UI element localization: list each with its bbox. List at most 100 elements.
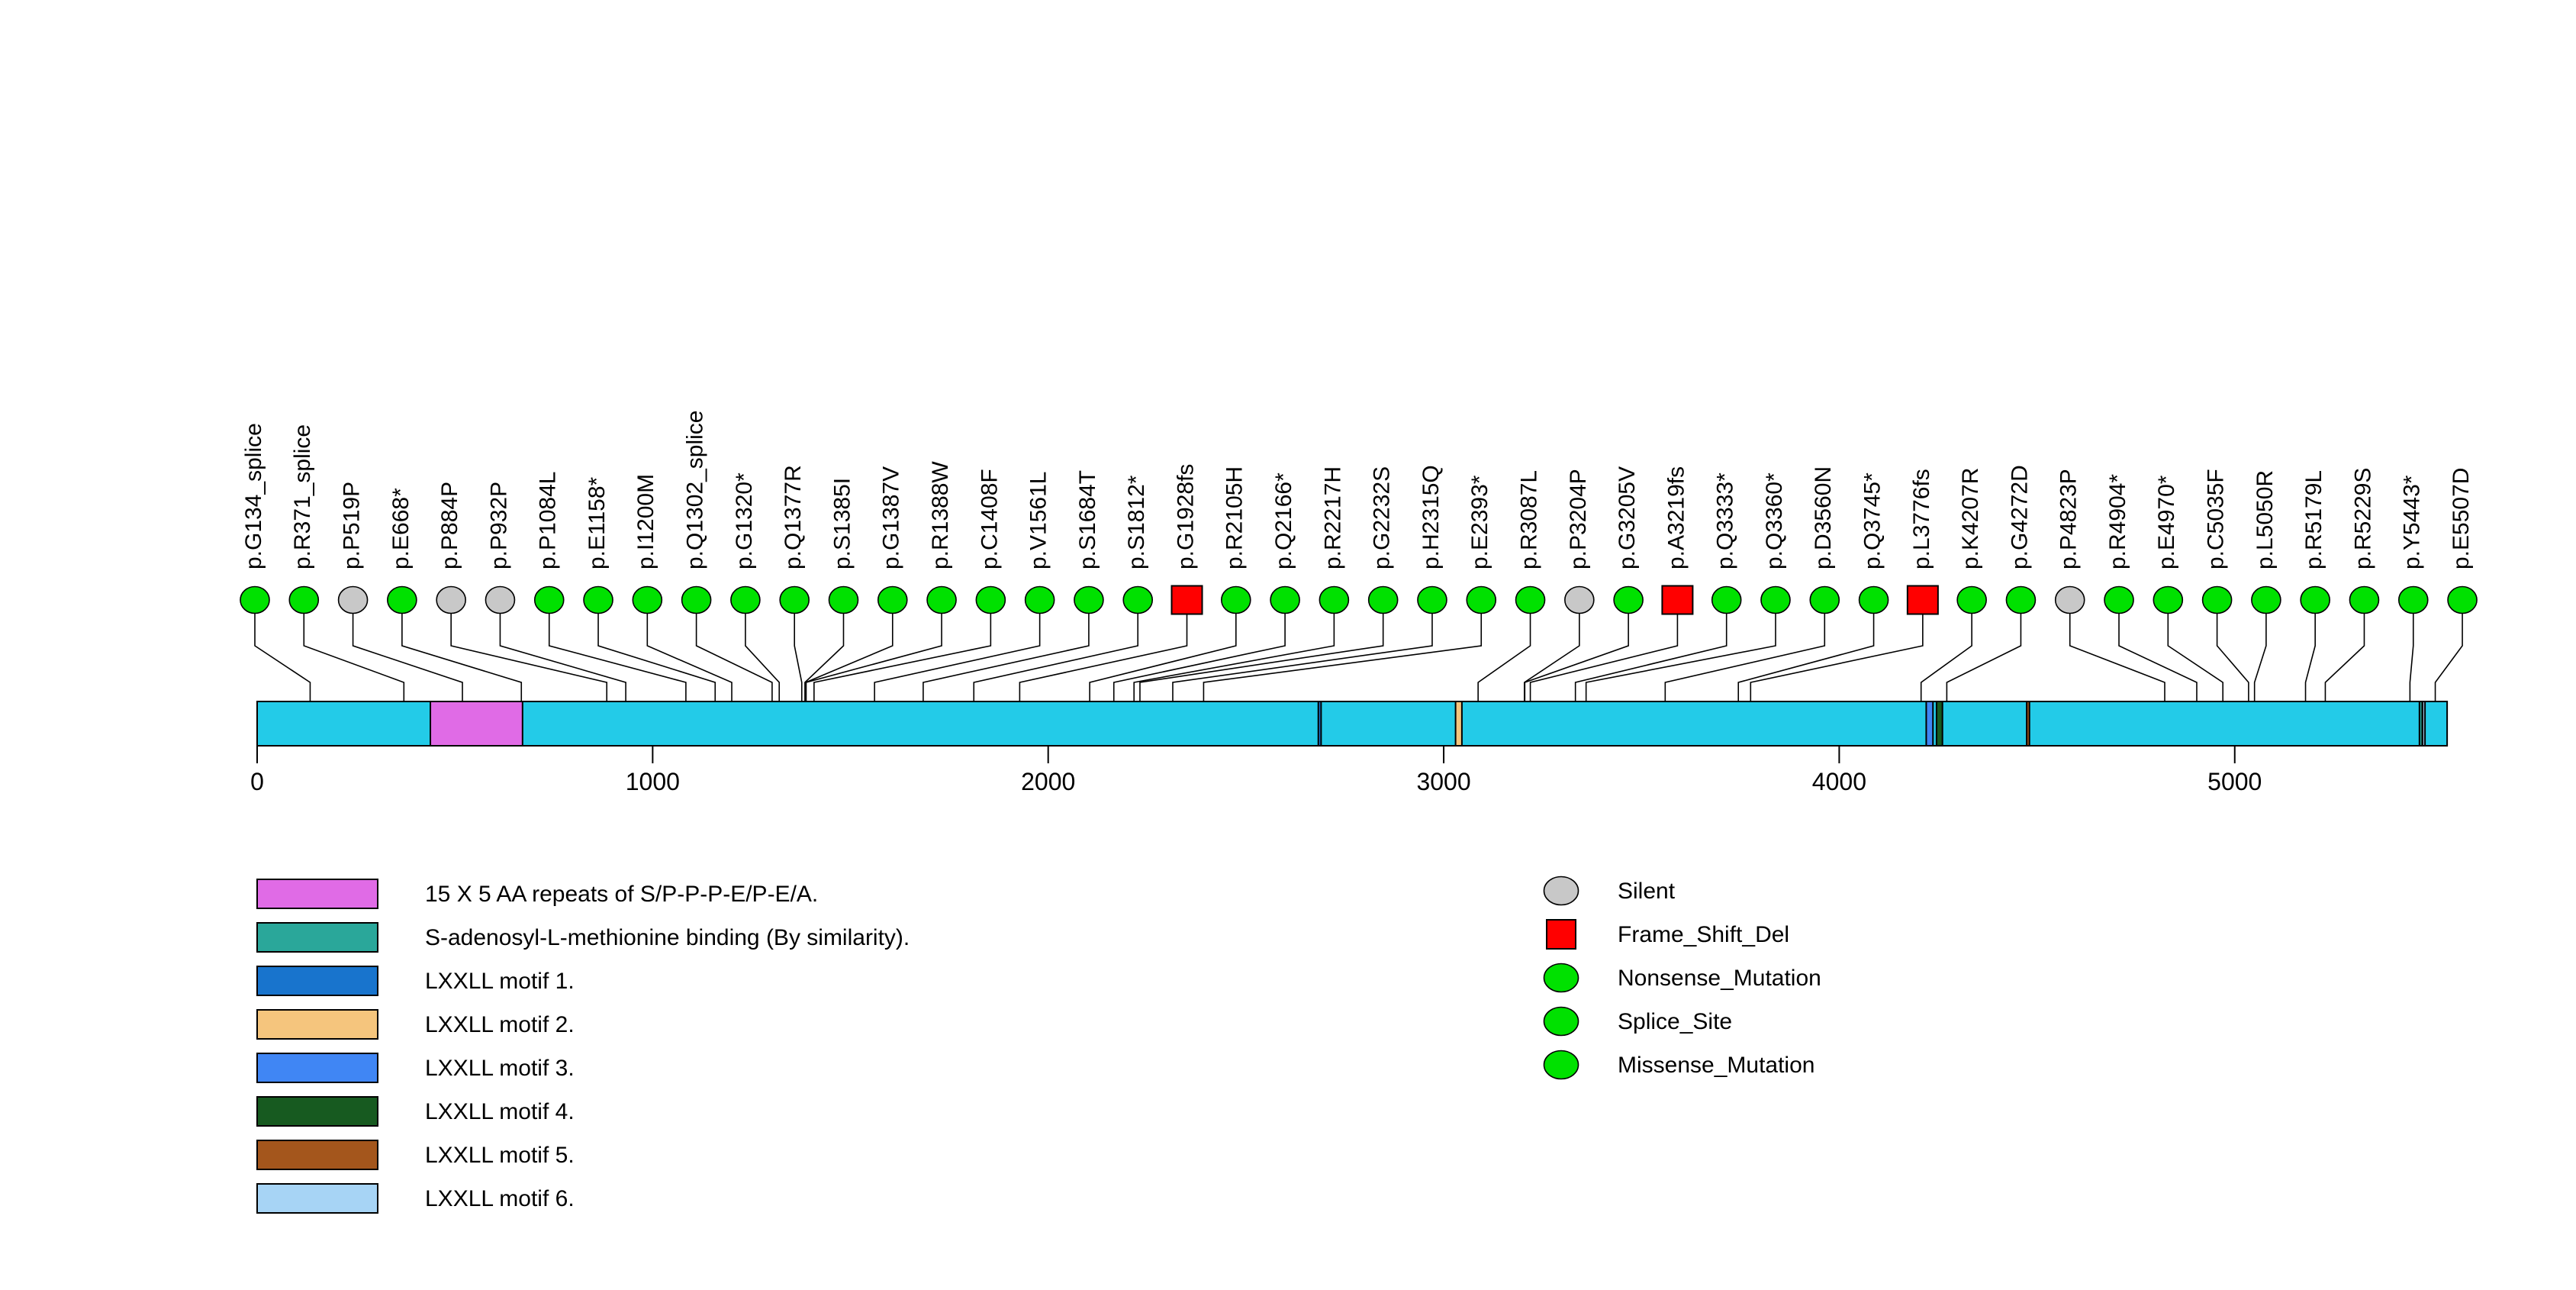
mutation-label: p.E4970* [2154, 475, 2179, 569]
mutation-marker-circle [828, 585, 859, 614]
mutation-label: p.G4272D [2007, 465, 2032, 569]
mutation-label: p.C5035F [2204, 469, 2229, 569]
mutation-label: p.Q1377R [781, 465, 806, 569]
axis-tick-label: 5000 [2207, 768, 2262, 795]
mutation-label: p.K4207R [1958, 468, 1983, 569]
mutation-marker-circle [387, 585, 417, 614]
axis-tick-label: 4000 [1812, 768, 1866, 795]
mutation-label: p.L5050R [2252, 470, 2278, 569]
mutation-label: p.P932P [486, 482, 511, 569]
mutation-marker-square [1170, 585, 1203, 615]
mutation-label: p.R5179L [2301, 470, 2326, 569]
mutation-marker-circle [2201, 585, 2233, 614]
axis-tick-label: 1000 [626, 768, 680, 795]
domain-legend-label: LXXLL motif 5. [425, 1143, 575, 1168]
mutation-label: p.Q3360* [1762, 472, 1787, 569]
mutation-type-legend-label: Nonsense_Mutation [1618, 966, 1821, 991]
domain-legend-swatch [256, 879, 378, 909]
mutation-marker-circle [1711, 585, 1742, 614]
mutation-marker-circle [337, 585, 369, 614]
mutation-label: p.Y5443* [2400, 475, 2425, 569]
mutation-marker-circle [1417, 585, 1447, 614]
mutation-marker-circle [2104, 585, 2134, 614]
domain-legend-label: LXXLL motif 4. [425, 1099, 575, 1124]
mutation-label: p.P4823P [2056, 469, 2082, 569]
mutation-marker-circle [1956, 585, 1987, 614]
mutation-marker-circle [681, 585, 712, 614]
mutation-marker-circle [1074, 585, 1104, 614]
mutation-marker-circle [877, 585, 908, 614]
mutation-label: p.L3776fs [1909, 469, 1934, 569]
labels-layer: p.G134_splice p.R371_splice p.P519P p.E668*… [241, 411, 2474, 569]
mutation-label: p.R5229S [2350, 468, 2375, 569]
mutation-label: p.E668* [388, 488, 414, 569]
domain-legend-label: S-adenosyl-L-methionine binding (By simi… [425, 925, 910, 950]
axis-tick-label: 3000 [1416, 768, 1470, 795]
mutation-marker-circle [2251, 585, 2281, 614]
domain-legend-swatch [256, 1183, 378, 1214]
mutation-label: p.Q2166* [1271, 472, 1296, 569]
domain-legend-label: LXXLL motif 6. [425, 1186, 575, 1211]
mutation-marker-circle [1367, 585, 1399, 614]
mutation-marker-circle [1466, 585, 1497, 614]
mutation-label: p.Q3333* [1713, 472, 1738, 569]
mutation-label: p.E5507D [2449, 468, 2474, 569]
mutation-marker-square [1906, 585, 1939, 615]
mutation-label: p.C1408F [977, 469, 1002, 569]
mutation-label: p.G134_splice [241, 423, 266, 569]
domain-rect-1 [2418, 701, 2423, 747]
axis-tick-label: 0 [250, 768, 264, 795]
mutation-marker-circle [1809, 585, 1840, 614]
mutation-label: p.P3204P [1566, 469, 1591, 569]
mutation-label: p.E2393* [1467, 475, 1492, 569]
mutation-marker-circle [583, 585, 613, 614]
mutation-type-legend-ellipse [1543, 1006, 1579, 1037]
mutation-label: p.P884P [437, 482, 462, 569]
mutation-marker-circle [1564, 585, 1595, 614]
mutation-marker-circle [2397, 585, 2429, 614]
mutation-marker-circle [632, 585, 663, 614]
mutation-label: p.G1387V [879, 466, 904, 569]
legend-layer: 15 X 5 AA repeats of S/P-P-P-E/P-E/A. S-a… [256, 876, 1821, 1214]
mutation-label: p.G2232S [1370, 466, 1395, 569]
mutation-marker-circle [1613, 585, 1644, 614]
axis-tick-label: 2000 [1021, 768, 1075, 795]
mutation-label: p.R1388W [928, 461, 953, 569]
mutation-marker-circle [730, 585, 761, 614]
mutation-label: p.Q1302_splice [683, 411, 708, 569]
mutation-marker-circle [975, 585, 1006, 614]
mutation-marker-circle [1319, 585, 1350, 614]
mutation-marker-circle [1270, 585, 1300, 614]
domain-legend-swatch [256, 1140, 378, 1170]
domain-rect-4 [1925, 701, 1934, 747]
mutation-label: p.A3219fs [1663, 466, 1689, 569]
domain-legend-swatch [256, 1053, 378, 1083]
mutation-marker-circle [2300, 585, 2330, 614]
mutation-label: p.R371_splice [290, 424, 315, 569]
mutation-label: p.G3205V [1615, 466, 1640, 569]
domain-rect-5 [1935, 701, 1943, 747]
protein-bar [256, 701, 2449, 747]
domain-legend-swatch [256, 1096, 378, 1127]
mutation-label: p.Q3745* [1860, 472, 1885, 569]
domain-legend-label: LXXLL motif 3. [425, 1056, 575, 1081]
mutation-marker-circle [288, 585, 320, 614]
mutation-marker-circle [2005, 585, 2037, 614]
mutation-marker-circle [1122, 585, 1154, 614]
mutation-marker-circle [779, 585, 810, 614]
mutation-label: p.P519P [340, 482, 365, 569]
mutation-label: p.G1928fs [1173, 464, 1198, 569]
mutation-label: p.V1561L [1026, 472, 1051, 569]
mutation-label: p.E1158* [584, 476, 610, 569]
domain-rect-6 [2026, 701, 2030, 747]
mutation-label: p.S1684T [1075, 470, 1100, 569]
domain-legend-swatch [256, 1009, 378, 1040]
mutation-type-legend-ellipse [1543, 963, 1579, 993]
mutation-type-legend-ellipse [1543, 1050, 1579, 1080]
mutation-type-legend-square [1546, 919, 1576, 950]
mutation-type-legend-label: Splice_Site [1618, 1009, 1732, 1034]
mutation-label: p.R2217H [1320, 466, 1345, 569]
domain-rect-2 [1317, 701, 1322, 747]
mutation-marker-circle [1515, 585, 1546, 614]
